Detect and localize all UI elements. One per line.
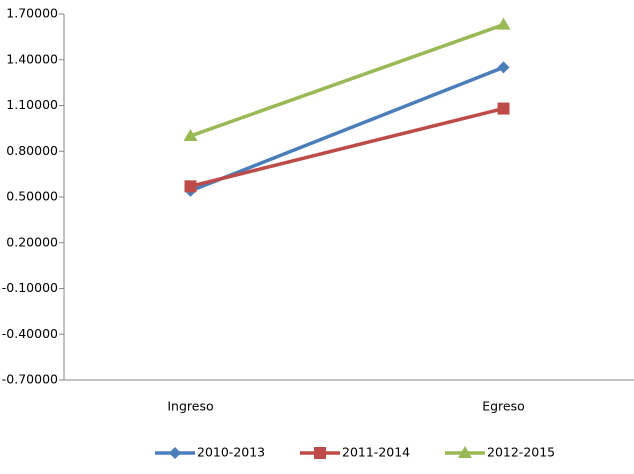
x-tick-label: Ingreso	[167, 399, 213, 414]
legend-label: 2012-2015	[487, 445, 555, 460]
y-tick-label: -0.40000	[2, 326, 58, 341]
marker	[169, 447, 181, 459]
marker	[314, 447, 326, 459]
marker	[458, 446, 472, 458]
y-tick-label: 1.40000	[6, 51, 58, 66]
marker	[497, 102, 510, 115]
y-tick-label: -0.10000	[2, 280, 58, 295]
legend-label: 2011-2014	[342, 445, 410, 460]
y-tick-label: 0.80000	[6, 143, 58, 158]
marker	[184, 180, 197, 193]
marker	[497, 61, 510, 74]
y-tick-label: 0.50000	[6, 189, 58, 204]
y-tick-label: -0.70000	[2, 372, 58, 387]
y-tick-label: 1.10000	[6, 97, 58, 112]
y-tick-label: 0.20000	[6, 234, 58, 249]
series-line	[190, 106, 504, 189]
marker	[496, 17, 511, 30]
y-tick-label: 1.70000	[6, 6, 58, 21]
series-line	[189, 65, 505, 193]
series-line	[189, 23, 505, 138]
x-tick-label: Egreso	[482, 399, 525, 414]
legend-label: 2010-2013	[197, 445, 265, 460]
marker	[183, 129, 198, 141]
